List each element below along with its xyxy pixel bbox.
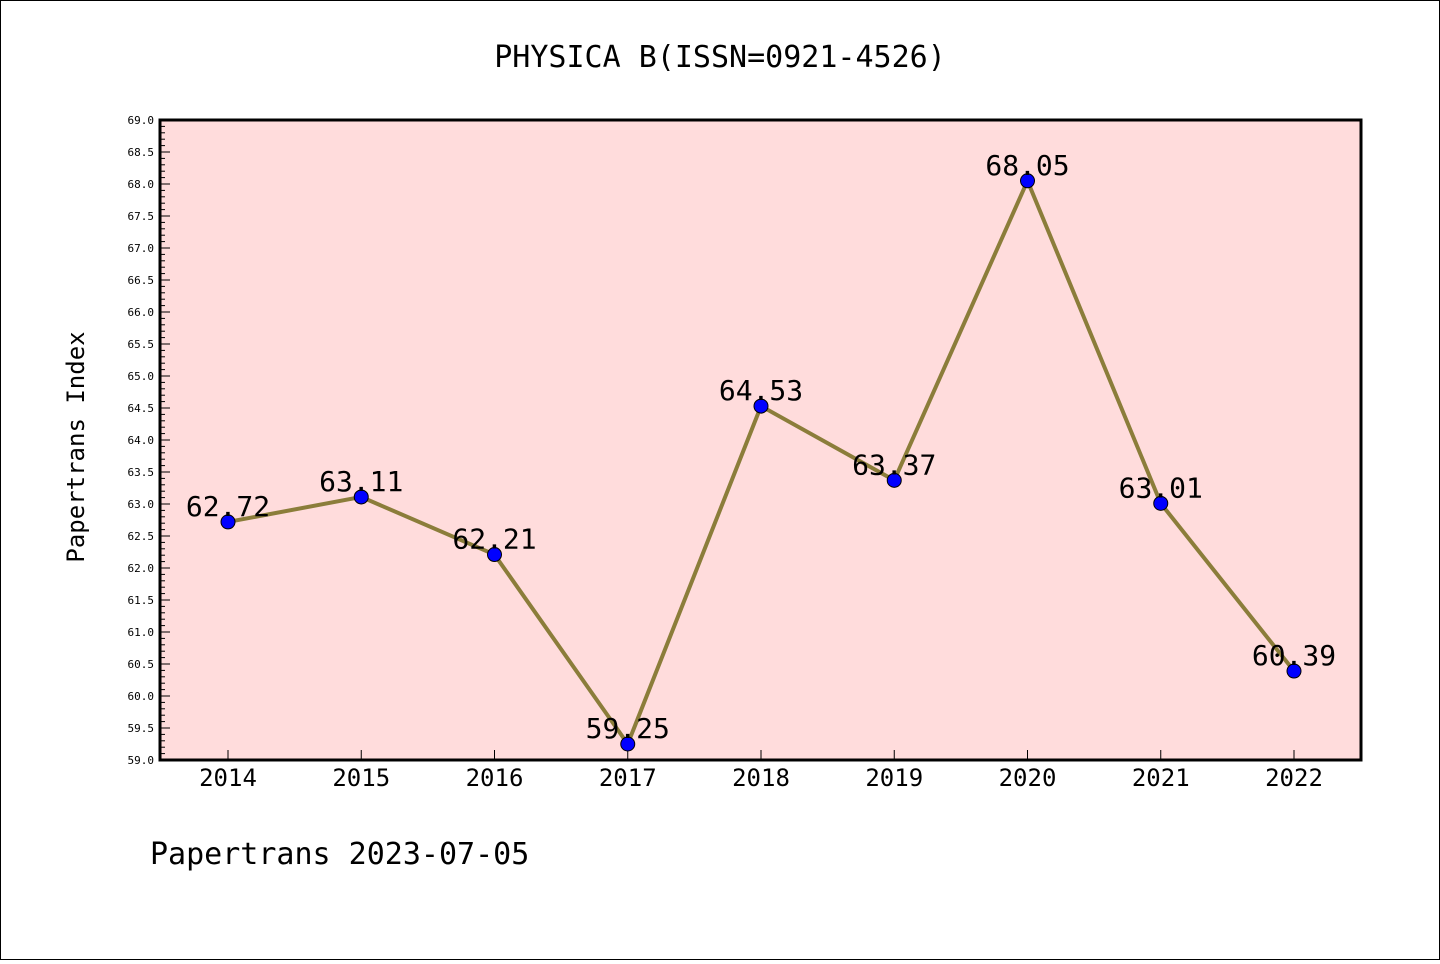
x-tick-label: 2019 xyxy=(865,764,923,792)
y-tick-label: 63.5 xyxy=(128,466,155,479)
y-tick-label: 60.5 xyxy=(128,658,155,671)
x-tick-label: 2016 xyxy=(466,764,524,792)
y-tick-label: 62.0 xyxy=(128,562,155,575)
y-tick-label: 59.5 xyxy=(128,722,155,735)
footer-text: Papertrans 2023-07-05 xyxy=(150,837,529,872)
x-tick-label: 2021 xyxy=(1132,764,1190,792)
data-label: 68.05 xyxy=(985,149,1069,182)
data-point xyxy=(1286,663,1302,679)
data-points xyxy=(220,173,1302,752)
x-tick-label: 2020 xyxy=(999,764,1057,792)
y-axis: 59.0 59.5 60.0 60.5 61.0 61.5 62.0 62.5 63.0 63.5… xyxy=(128,114,170,767)
data-point xyxy=(620,736,636,752)
x-tick-label: 2014 xyxy=(199,764,257,792)
y-tick-label: 61.5 xyxy=(128,594,155,607)
data-label: 63.37 xyxy=(852,448,936,481)
y-tick-label: 68.0 xyxy=(128,178,155,191)
data-label: 59.25 xyxy=(586,712,670,745)
y-tick-label: 59.0 xyxy=(128,754,155,767)
data-label: 63.01 xyxy=(1119,471,1203,504)
data-point xyxy=(886,472,902,488)
x-tick-label: 2022 xyxy=(1265,764,1323,792)
plot-border xyxy=(158,118,1363,762)
y-tick-label: 67.5 xyxy=(128,210,155,223)
data-label: 62.21 xyxy=(452,523,536,556)
y-tick-label: 64.0 xyxy=(128,434,155,447)
data-label: 60.39 xyxy=(1252,639,1336,672)
y-tick-label: 65.0 xyxy=(128,370,155,383)
data-point xyxy=(353,489,369,505)
y-tick-label: 62.5 xyxy=(128,530,155,543)
data-label: 62.72 xyxy=(186,490,270,523)
y-tick-label: 64.5 xyxy=(128,402,155,415)
y-tick-label: 61.0 xyxy=(128,626,155,639)
y-tick-label: 66.0 xyxy=(128,306,155,319)
y-axis-label: Papertrans Index xyxy=(62,331,90,562)
x-axis: 2014 2015 2016 2017 2018 2019 2020 2021 2022 xyxy=(199,750,1323,792)
chart-title: PHYSICA B(ISSN=0921-4526) xyxy=(494,40,946,75)
data-point xyxy=(1153,495,1169,511)
data-label: 63.11 xyxy=(319,465,403,498)
data-point xyxy=(487,547,502,563)
data-point xyxy=(753,398,769,414)
plot-area xyxy=(160,120,1361,760)
y-tick-label: 63.0 xyxy=(128,498,155,511)
x-tick-label: 2017 xyxy=(599,764,657,792)
y-tick-label: 67.0 xyxy=(128,242,155,255)
x-tick-label: 2015 xyxy=(332,764,390,792)
data-point xyxy=(220,514,236,530)
data-labels: 62.72 63.11 62.21 59.25 64.53 63.37 68.05 63.01… xyxy=(186,149,1336,745)
y-tick-label: 60.0 xyxy=(128,690,155,703)
y-tick-label: 66.5 xyxy=(128,274,155,287)
y-tick-label: 69.0 xyxy=(128,114,155,127)
y-tick-label: 68.5 xyxy=(128,146,155,159)
y-tick-label: 65.5 xyxy=(128,338,155,351)
data-label: 64.53 xyxy=(719,374,803,407)
x-tick-label: 2018 xyxy=(732,764,790,792)
data-point xyxy=(1020,173,1035,189)
